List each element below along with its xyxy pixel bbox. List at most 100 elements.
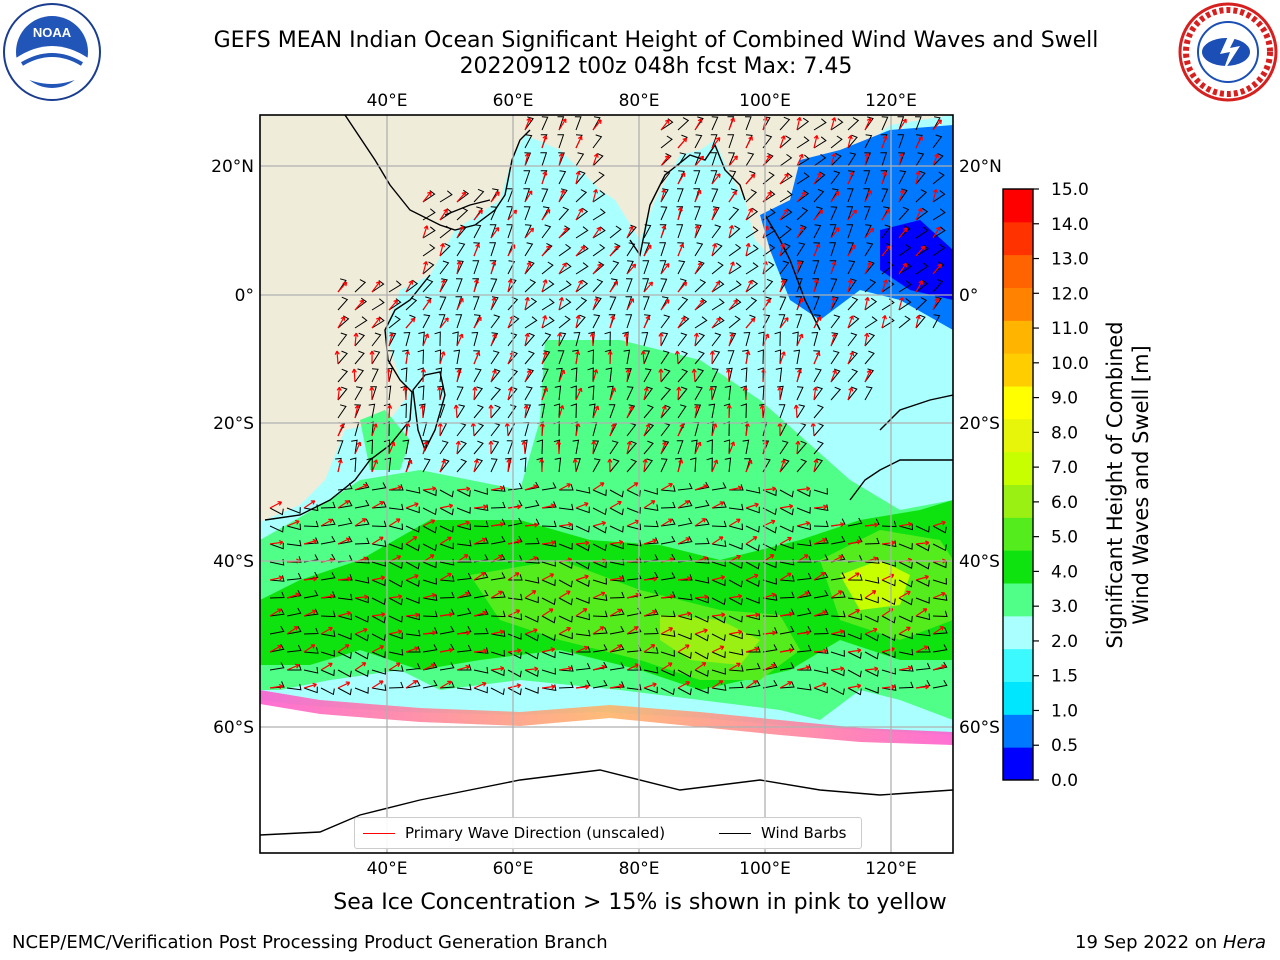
wind-barb	[455, 314, 463, 329]
wind-barb	[337, 613, 353, 621]
wave-direction-arrow	[507, 609, 521, 617]
right-lat-label: 40°S	[959, 552, 1000, 572]
wind-barb	[541, 633, 556, 642]
wave-direction-arrow	[609, 644, 622, 653]
wave-direction-arrow	[777, 386, 783, 401]
wind-barb	[371, 668, 386, 675]
wave-direction-arrow	[932, 119, 942, 131]
wave-direction-arrow	[745, 242, 751, 257]
wave-direction-arrow	[847, 539, 862, 545]
wave-direction-arrow	[711, 317, 721, 329]
wave-direction-arrow	[405, 317, 416, 329]
wind-barb	[557, 116, 565, 131]
wave-direction-arrow	[711, 136, 721, 149]
wave-direction-arrow	[728, 662, 741, 671]
wind-barb	[745, 543, 760, 552]
wind-barb	[898, 315, 911, 329]
wave-direction-arrow	[660, 627, 674, 635]
wave-direction-arrow	[439, 680, 452, 689]
colorbar-tick-label: 0.5	[1051, 736, 1078, 756]
wind-barb	[915, 262, 929, 275]
wind-barb	[320, 501, 336, 509]
wave-direction-arrow	[642, 458, 648, 473]
wind-barb	[813, 171, 826, 185]
wind-barb	[422, 243, 436, 257]
wind-barb	[711, 206, 720, 221]
wave-direction-arrow	[660, 299, 670, 311]
wind-barb	[864, 615, 879, 623]
wind-barb	[592, 171, 605, 185]
wave-direction-arrow	[881, 208, 890, 221]
wind-barb	[524, 557, 540, 564]
wind-barb	[303, 589, 319, 599]
wave-direction-arrow	[609, 245, 619, 257]
wind-barb	[660, 458, 668, 473]
wave-direction-arrow	[864, 522, 879, 528]
wave-direction-arrow	[898, 521, 913, 527]
wave-direction-arrow	[354, 594, 369, 600]
wind-barb	[303, 647, 319, 654]
wind-barb	[370, 386, 377, 401]
wave-direction-arrow	[813, 134, 819, 149]
wind-barb	[269, 591, 285, 599]
wave-direction-arrow	[592, 226, 601, 239]
wind-barb	[592, 543, 607, 552]
wind-barb	[915, 152, 925, 167]
wind-barb	[558, 170, 567, 185]
wind-barb	[439, 681, 455, 689]
colorbar-cell	[1003, 714, 1033, 748]
wind-barb	[847, 593, 863, 601]
wave-direction-arrow	[830, 191, 840, 203]
wind-barb	[643, 520, 659, 528]
wave-direction-arrow	[609, 387, 616, 401]
wind-barb	[439, 458, 450, 473]
wind-barb	[694, 633, 709, 642]
wind-barb	[592, 226, 606, 239]
wind-barb	[778, 314, 786, 329]
wind-barb	[320, 687, 335, 696]
wind-barb	[354, 651, 369, 660]
wave-direction-arrow	[592, 520, 607, 527]
wind-barb	[422, 226, 436, 239]
wind-barb	[354, 537, 370, 545]
wind-barb	[643, 350, 651, 365]
left-lat-label: 20°N	[211, 157, 254, 177]
wave-direction-arrow	[387, 404, 393, 419]
wind-barb	[643, 627, 659, 635]
wind-barb	[762, 661, 778, 671]
wind-barb	[915, 297, 928, 311]
wave-direction-arrow	[694, 441, 702, 455]
wave-direction-arrow	[915, 314, 921, 329]
wind-barb	[778, 404, 786, 419]
bottom-lon-label: 120°E	[865, 859, 917, 879]
wind-barb	[626, 458, 638, 473]
right-lat-label: 60°S	[959, 718, 1000, 738]
wave-direction-arrow	[660, 483, 673, 491]
wind-barb	[402, 439, 410, 455]
wave-direction-arrow	[490, 521, 505, 527]
wind-barb	[337, 593, 353, 601]
wave-direction-arrow	[592, 369, 599, 383]
wind-barb	[558, 280, 572, 293]
wind-barb	[366, 439, 374, 455]
bottom-lon-label: 100°E	[739, 859, 791, 879]
wave-direction-arrow	[388, 441, 396, 455]
wind-barb	[864, 368, 875, 383]
wind-barb	[490, 485, 506, 492]
wind-barb	[898, 561, 913, 569]
wind-barb	[303, 520, 319, 528]
wind-barb	[422, 543, 437, 552]
wind-barb	[847, 152, 857, 167]
wind-barb	[660, 206, 668, 221]
wind-barb	[779, 681, 795, 689]
wave-direction-arrow	[388, 518, 401, 527]
wind-barb	[694, 316, 708, 329]
wind-barb	[881, 540, 897, 548]
wind-barb	[575, 506, 590, 514]
wind-barb	[864, 537, 880, 545]
wind-barb	[588, 331, 595, 347]
swell-band-6m	[660, 615, 760, 665]
wind-barb	[660, 610, 676, 618]
wind-barb	[813, 627, 829, 635]
wind-barb	[915, 596, 930, 604]
